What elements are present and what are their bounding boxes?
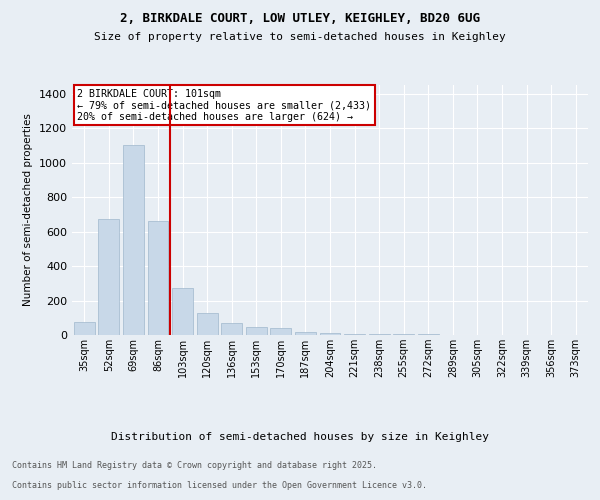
Text: Distribution of semi-detached houses by size in Keighley: Distribution of semi-detached houses by … — [111, 432, 489, 442]
Bar — [221, 323, 242, 335]
Y-axis label: Number of semi-detached properties: Number of semi-detached properties — [23, 114, 34, 306]
Bar — [271, 328, 292, 335]
Text: Size of property relative to semi-detached houses in Keighley: Size of property relative to semi-detach… — [94, 32, 506, 42]
Text: 2, BIRKDALE COURT, LOW UTLEY, KEIGHLEY, BD20 6UG: 2, BIRKDALE COURT, LOW UTLEY, KEIGHLEY, … — [120, 12, 480, 26]
Bar — [123, 146, 144, 335]
Bar — [197, 312, 218, 335]
Bar — [74, 322, 95, 335]
Bar — [246, 327, 267, 335]
Text: 2 BIRKDALE COURT: 101sqm
← 79% of semi-detached houses are smaller (2,433)
20% o: 2 BIRKDALE COURT: 101sqm ← 79% of semi-d… — [77, 88, 371, 122]
Bar — [344, 334, 365, 335]
Text: Contains HM Land Registry data © Crown copyright and database right 2025.: Contains HM Land Registry data © Crown c… — [12, 461, 377, 470]
Bar — [148, 221, 169, 335]
Bar — [368, 334, 389, 335]
Bar — [172, 288, 193, 335]
Bar — [98, 220, 119, 335]
Bar — [320, 334, 340, 335]
Bar — [393, 334, 414, 335]
Bar — [418, 334, 439, 335]
Text: Contains public sector information licensed under the Open Government Licence v3: Contains public sector information licen… — [12, 481, 427, 490]
Bar — [295, 332, 316, 335]
